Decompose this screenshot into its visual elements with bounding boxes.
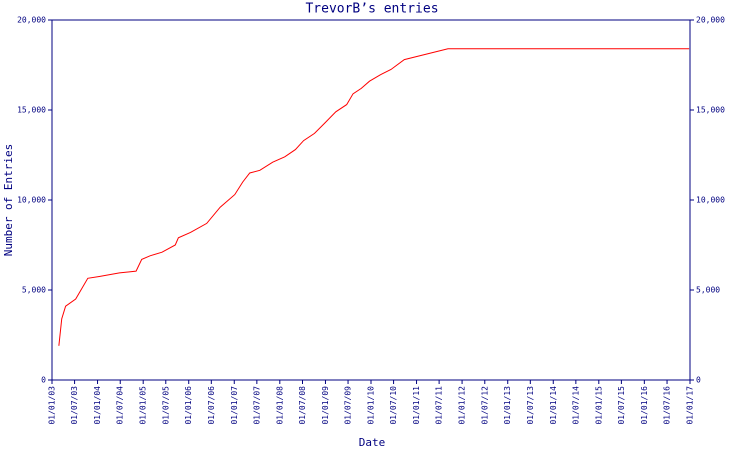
x-tick-label: 01/01/15 bbox=[594, 386, 603, 425]
x-tick-label: 01/01/08 bbox=[275, 386, 284, 425]
x-tick-label: 01/01/11 bbox=[412, 386, 421, 425]
x-tick-label: 01/07/13 bbox=[526, 386, 535, 425]
y-tick-label: 0 bbox=[41, 376, 46, 385]
x-tick-label: 01/07/09 bbox=[344, 386, 353, 425]
x-tick-label: 01/07/12 bbox=[480, 386, 489, 425]
plot-frame bbox=[51, 19, 691, 381]
x-tick-label: 01/01/17 bbox=[686, 386, 695, 425]
x-tick-label: 01/01/14 bbox=[549, 386, 558, 425]
y2-tick-label: 5,000 bbox=[696, 286, 720, 295]
x-tick-label: 01/07/03 bbox=[70, 386, 79, 425]
x-tick-label: 01/07/14 bbox=[571, 386, 580, 425]
y2-tick-label: 15,000 bbox=[696, 106, 725, 115]
y-tick-label: 5,000 bbox=[22, 286, 46, 295]
x-axis-label: Date bbox=[359, 436, 386, 449]
x-tick-label: 01/07/08 bbox=[298, 386, 307, 425]
x-tick-label: 01/07/05 bbox=[161, 386, 170, 425]
chart-title: TrevorB’s entries bbox=[305, 2, 438, 17]
x-tick-label: 01/07/15 bbox=[617, 386, 626, 425]
y2-tick-label: 10,000 bbox=[696, 196, 725, 205]
x-tick-label: 01/01/03 bbox=[48, 386, 57, 425]
x-tick-label: 01/07/11 bbox=[435, 386, 444, 425]
y-tick-label: 10,000 bbox=[17, 196, 46, 205]
x-tick-label: 01/01/07 bbox=[230, 386, 239, 425]
x-tick-label: 01/01/04 bbox=[93, 386, 102, 425]
x-tick-label: 01/07/10 bbox=[389, 386, 398, 425]
x-tick-label: 01/07/06 bbox=[207, 386, 216, 425]
x-tick-label: 01/01/10 bbox=[367, 386, 376, 425]
x-tick-label: 01/07/16 bbox=[663, 386, 672, 425]
x-tick-label: 01/01/06 bbox=[184, 386, 193, 425]
x-tick-label: 01/01/12 bbox=[458, 386, 467, 425]
x-tick-label: 01/01/16 bbox=[640, 386, 649, 425]
y-tick-label: 15,000 bbox=[17, 106, 46, 115]
x-tick-label: 01/07/04 bbox=[116, 386, 125, 425]
y2-tick-label: 20,000 bbox=[696, 16, 725, 25]
data-line bbox=[58, 48, 690, 346]
y-axis-label: Number of Entries bbox=[2, 144, 15, 257]
y2-tick-label: 0 bbox=[696, 376, 701, 385]
y-tick-label: 20,000 bbox=[17, 16, 46, 25]
x-tick-label: 01/01/13 bbox=[503, 386, 512, 425]
x-tick-label: 01/01/05 bbox=[139, 386, 148, 425]
x-tick-label: 01/07/07 bbox=[252, 386, 261, 425]
x-tick-label: 01/01/09 bbox=[321, 386, 330, 425]
